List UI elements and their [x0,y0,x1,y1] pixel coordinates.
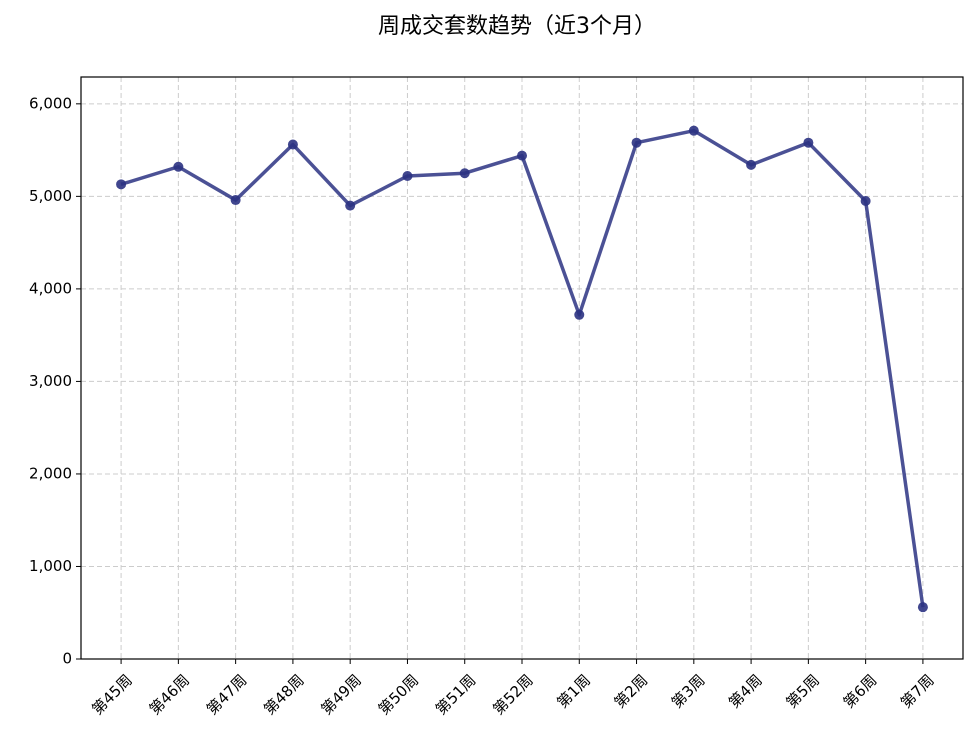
x-tick-label: 第2周 [611,671,652,712]
chart-title: 周成交套数趋势（近3个月） [378,14,656,39]
x-tick-label: 第3周 [668,671,709,712]
x-tick-label: 第49周 [317,671,364,718]
y-tick-label: 6,000 [29,94,72,112]
x-tick-label: 第1周 [553,671,594,712]
y-tick-label: 2,000 [29,464,72,482]
x-tick-label: 第46周 [146,671,193,718]
x-tick-label: 第6周 [840,671,881,712]
point [116,179,127,190]
x-tick-label: 第51周 [432,671,479,718]
y-tick-label: 4,000 [29,279,72,297]
x-tick-label: 第4周 [725,671,766,712]
point [860,195,871,206]
point [402,171,413,182]
x-tick-label: 第48周 [260,671,307,718]
plot-frame [80,76,964,660]
point [230,195,241,206]
point [459,168,470,179]
point [173,161,184,172]
point [631,137,642,148]
point [574,309,585,320]
y-tick-label: 3,000 [29,372,72,390]
x-tick-label: 第5周 [782,671,823,712]
point [287,139,298,150]
point [345,200,356,211]
point [917,602,928,613]
point [746,159,757,170]
point [517,150,527,161]
x-tick-label: 第45周 [88,671,135,718]
y-tick-label: 5,000 [29,187,72,205]
x-tick-label: 第52周 [489,671,536,718]
y-tick-label: 0 [62,650,72,668]
x-tick-label: 第7周 [897,671,938,712]
point [688,125,699,136]
x-tick-label: 第50周 [375,671,422,718]
point [803,137,814,148]
y-tick-label: 1,000 [29,557,72,575]
x-tick-label: 第47周 [203,671,250,718]
